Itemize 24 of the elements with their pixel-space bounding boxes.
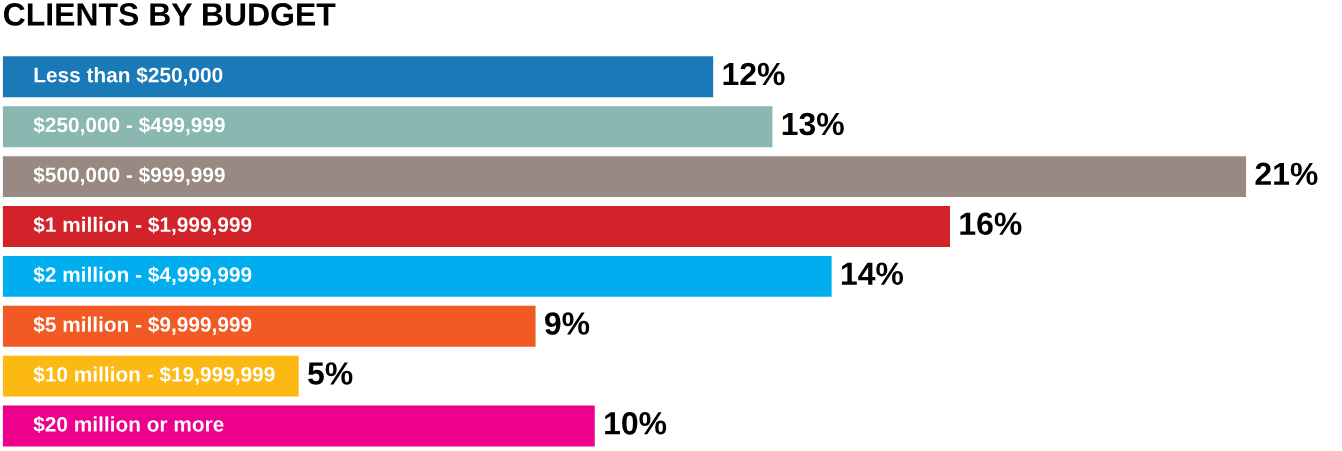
y-tick-label: $250,000 - $499,999: [33, 116, 225, 136]
data-label: 12%: [723, 62, 785, 86]
data-label: 5%: [308, 362, 353, 385]
data-label: 21%: [1255, 162, 1318, 186]
y-tick-label: $20 million or more: [33, 415, 224, 433]
chart-title: CLIENTS BY BUDGET: [4, 3, 336, 26]
y-tick-label: $10 million - $19,999,999: [33, 366, 275, 385]
bar: [2, 305, 536, 347]
data-label: 14%: [841, 262, 904, 285]
y-tick-label: Less than $250,000: [34, 66, 223, 86]
data-label: 9%: [545, 312, 590, 335]
bar: [2, 106, 773, 148]
data-label: 13%: [782, 112, 844, 136]
data-label: 16%: [960, 212, 1022, 236]
y-tick-label: $2 million - $4,999,999: [33, 266, 252, 285]
bar: [2, 206, 951, 247]
bar: [2, 405, 595, 447]
y-tick-label: $5 million - $9,999,999: [33, 316, 252, 335]
data-label: 10%: [605, 412, 667, 435]
y-tick-label: $500,000 - $999,999: [33, 166, 225, 186]
bar: [2, 56, 714, 98]
bar: [2, 156, 1247, 198]
bar: [2, 255, 832, 297]
y-tick-label: $1 million - $1,999,999: [33, 216, 252, 236]
